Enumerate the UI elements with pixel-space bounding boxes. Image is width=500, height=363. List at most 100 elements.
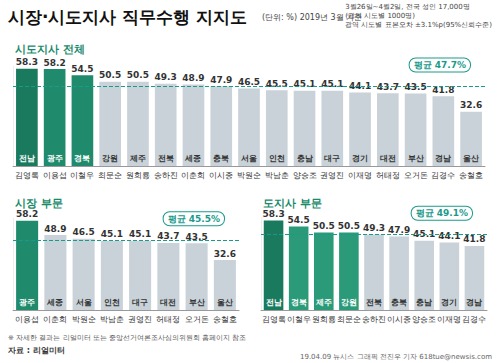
svg-text:대전: 대전 bbox=[380, 154, 396, 163]
svg-text:경기: 경기 bbox=[352, 154, 368, 163]
svg-text:58.3: 58.3 bbox=[16, 57, 38, 67]
svg-text:48.9: 48.9 bbox=[44, 224, 66, 234]
svg-text:서울: 서울 bbox=[76, 298, 92, 307]
svg-text:세종: 세종 bbox=[184, 154, 201, 163]
svg-text:충북: 충북 bbox=[391, 298, 407, 307]
svg-text:박원순: 박원순 bbox=[237, 171, 261, 180]
svg-text:이춘희: 이춘희 bbox=[43, 315, 67, 324]
svg-text:이춘희: 이춘희 bbox=[181, 171, 205, 180]
svg-text:전북: 전북 bbox=[366, 298, 382, 307]
svg-text:46.5: 46.5 bbox=[73, 227, 95, 237]
svg-text:45.1: 45.1 bbox=[101, 229, 123, 239]
svg-text:박남춘: 박남춘 bbox=[265, 171, 289, 180]
svg-text:양승조: 양승조 bbox=[293, 171, 317, 180]
svg-text:송하진: 송하진 bbox=[154, 171, 178, 180]
svg-text:이시종: 이시종 bbox=[209, 171, 233, 180]
svg-text:권영진: 권영진 bbox=[320, 171, 344, 180]
svg-text:이재명: 이재명 bbox=[348, 171, 372, 180]
svg-text:전북: 전북 bbox=[158, 154, 174, 163]
svg-text:오거돈: 오거돈 bbox=[185, 315, 209, 324]
svg-text:50.5: 50.5 bbox=[313, 221, 335, 231]
svg-text:원희룡: 원희룡 bbox=[126, 171, 150, 180]
svg-text:경북: 경북 bbox=[291, 298, 307, 307]
svg-text:최문순: 최문순 bbox=[337, 315, 361, 324]
svg-text:경북: 경북 bbox=[74, 154, 90, 163]
svg-text:박남춘: 박남춘 bbox=[100, 315, 124, 324]
svg-text:경남: 경남 bbox=[435, 154, 451, 163]
svg-text:김영록: 김영록 bbox=[15, 171, 39, 180]
svg-text:45.5: 45.5 bbox=[266, 79, 288, 89]
svg-text:50.5: 50.5 bbox=[338, 221, 360, 231]
svg-text:김경수: 김경수 bbox=[462, 315, 486, 324]
svg-text:서울: 서울 bbox=[241, 154, 257, 163]
svg-text:충북: 충북 bbox=[213, 154, 229, 163]
svg-text:박원순: 박원순 bbox=[72, 315, 96, 324]
svg-text:49.3: 49.3 bbox=[363, 223, 385, 233]
svg-text:울산: 울산 bbox=[463, 154, 479, 163]
svg-text:32.6: 32.6 bbox=[214, 249, 236, 259]
svg-text:이용섭: 이용섭 bbox=[15, 315, 39, 324]
svg-text:48.9: 48.9 bbox=[182, 73, 204, 83]
svg-text:45.1: 45.1 bbox=[293, 79, 315, 89]
svg-text:인천: 인천 bbox=[104, 298, 120, 307]
svg-text:강원: 강원 bbox=[102, 154, 118, 163]
svg-text:50.5: 50.5 bbox=[99, 70, 121, 80]
svg-text:제주: 제주 bbox=[129, 154, 146, 163]
svg-text:경남: 경남 bbox=[466, 298, 482, 307]
svg-text:45.1: 45.1 bbox=[321, 79, 343, 89]
svg-text:부산: 부산 bbox=[189, 298, 205, 307]
svg-text:평균 47.7%: 평균 47.7% bbox=[414, 60, 466, 70]
svg-text:허태정: 허태정 bbox=[376, 171, 400, 180]
svg-text:32.6: 32.6 bbox=[460, 100, 482, 110]
svg-text:대구: 대구 bbox=[324, 154, 340, 163]
svg-text:54.5: 54.5 bbox=[71, 64, 93, 74]
svg-text:대구: 대구 bbox=[132, 298, 148, 307]
svg-text:평균 49.1%: 평균 49.1% bbox=[416, 208, 468, 218]
svg-text:김영록: 김영록 bbox=[262, 315, 286, 324]
svg-text:경기: 경기 bbox=[441, 298, 457, 307]
svg-text:송철호: 송철호 bbox=[459, 171, 483, 180]
svg-text:김경수: 김경수 bbox=[431, 171, 455, 180]
svg-text:이용섭: 이용섭 bbox=[43, 171, 67, 180]
svg-text:최문순: 최문순 bbox=[98, 171, 122, 180]
svg-text:세종: 세종 bbox=[46, 298, 63, 307]
svg-text:이철우: 이철우 bbox=[287, 315, 311, 324]
svg-text:대전: 대전 bbox=[160, 298, 176, 307]
svg-text:오거돈: 오거돈 bbox=[404, 171, 428, 180]
svg-text:광주: 광주 bbox=[19, 298, 35, 307]
svg-text:49.3: 49.3 bbox=[155, 72, 177, 82]
svg-text:47.9: 47.9 bbox=[210, 75, 232, 85]
svg-text:광주: 광주 bbox=[47, 154, 63, 163]
html-text:시장·시도지사 직무수행 지지도: 시장·시도지사 직무수행 지지도 bbox=[8, 7, 248, 27]
svg-text:46.5: 46.5 bbox=[238, 77, 260, 87]
svg-text:43.7: 43.7 bbox=[157, 231, 179, 241]
svg-text:50.5: 50.5 bbox=[127, 70, 149, 80]
svg-text:제주: 제주 bbox=[315, 298, 332, 307]
svg-text:45.1: 45.1 bbox=[129, 229, 151, 239]
svg-text:이시종: 이시종 bbox=[387, 315, 411, 324]
svg-text:전남: 전남 bbox=[19, 154, 35, 163]
svg-text:이재명: 이재명 bbox=[437, 315, 461, 324]
svg-text:송철호: 송철호 bbox=[213, 315, 237, 324]
svg-text:이철우: 이철우 bbox=[70, 171, 94, 180]
svg-text:44.1: 44.1 bbox=[438, 231, 460, 241]
svg-text:47.9: 47.9 bbox=[388, 225, 410, 235]
svg-text:41.8: 41.8 bbox=[463, 234, 485, 244]
svg-text:양승조: 양승조 bbox=[412, 315, 436, 324]
svg-text:평균 45.5%: 평균 45.5% bbox=[168, 214, 220, 224]
svg-text:충남: 충남 bbox=[416, 298, 432, 307]
svg-text:충남: 충남 bbox=[297, 154, 313, 163]
svg-text:58.2: 58.2 bbox=[16, 209, 38, 219]
svg-text:권영진: 권영진 bbox=[128, 315, 152, 324]
svg-text:울산: 울산 bbox=[217, 298, 233, 307]
svg-text:전남: 전남 bbox=[266, 298, 282, 307]
svg-text:인천: 인천 bbox=[269, 154, 285, 163]
svg-text:58.2: 58.2 bbox=[44, 58, 66, 68]
svg-text:허태정: 허태정 bbox=[156, 315, 180, 324]
svg-text:강원: 강원 bbox=[341, 298, 357, 307]
svg-text:부산: 부산 bbox=[408, 154, 424, 163]
svg-text:원희룡: 원희룡 bbox=[312, 315, 336, 324]
svg-text:58.3: 58.3 bbox=[262, 209, 284, 219]
svg-text:54.5: 54.5 bbox=[288, 215, 310, 225]
svg-text:송하진: 송하진 bbox=[362, 315, 386, 324]
